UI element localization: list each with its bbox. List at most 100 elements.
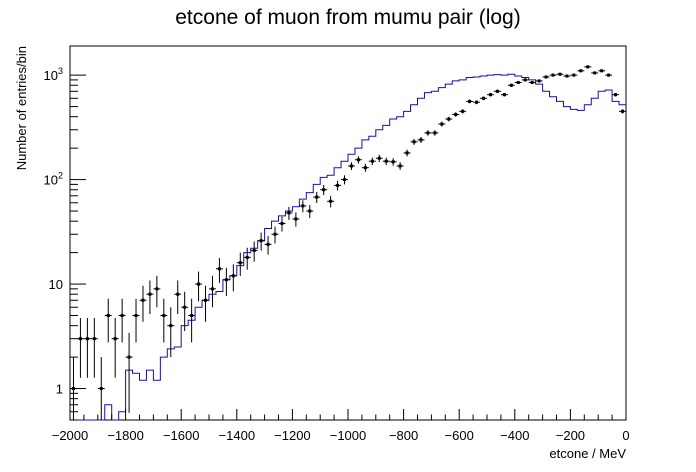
y-tick-label: 1	[56, 382, 63, 397]
data-marker	[461, 109, 465, 113]
data-marker	[468, 99, 472, 103]
data-marker	[398, 164, 402, 168]
data-point	[125, 332, 133, 413]
data-marker	[572, 73, 576, 77]
data-point	[76, 318, 84, 378]
data-marker	[141, 298, 145, 302]
data-point	[153, 275, 161, 308]
y-tick-label: 10	[49, 277, 63, 292]
data-marker	[294, 217, 298, 221]
data-point	[118, 298, 126, 343]
data-marker	[544, 75, 548, 79]
data-point	[403, 149, 411, 157]
data-marker	[92, 337, 96, 341]
x-tick-label: −800	[389, 428, 418, 443]
x-tick-label: −600	[445, 428, 474, 443]
data-point	[528, 80, 536, 85]
data-marker	[488, 93, 492, 97]
data-marker	[224, 278, 228, 282]
data-marker	[148, 292, 152, 296]
data-marker	[502, 93, 506, 97]
data-point	[431, 130, 439, 136]
x-tick-label: −400	[500, 428, 529, 443]
chart-title: etcone of muon from mumu pair (log)	[175, 6, 520, 29]
data-point	[313, 191, 321, 203]
data-point	[104, 298, 112, 343]
data-marker	[377, 156, 381, 160]
data-point	[202, 285, 209, 322]
data-marker	[384, 159, 388, 163]
data-point	[292, 212, 300, 227]
data-point	[236, 252, 244, 276]
data-point	[229, 264, 237, 292]
data-point	[584, 65, 592, 69]
data-marker	[238, 261, 242, 265]
data-marker	[509, 83, 513, 87]
data-point	[361, 163, 369, 172]
data-marker	[516, 80, 520, 84]
data-marker	[614, 93, 618, 97]
data-point	[459, 109, 467, 114]
data-marker	[495, 89, 499, 93]
y-axis-title: Number of entries/bin	[14, 46, 29, 170]
data-point	[500, 92, 508, 97]
data-point	[591, 71, 599, 75]
y-tick-label: 102	[44, 171, 63, 188]
data-point	[250, 241, 258, 262]
data-point	[215, 258, 223, 283]
data-point	[445, 116, 453, 122]
data-point	[598, 69, 606, 73]
data-point	[382, 157, 390, 166]
data-point	[410, 138, 418, 145]
data-marker	[363, 166, 367, 170]
data-point	[556, 72, 564, 76]
data-point	[243, 247, 251, 270]
data-marker	[127, 355, 131, 359]
data-point	[257, 232, 265, 251]
data-marker	[280, 222, 284, 226]
data-marker	[607, 73, 611, 77]
x-tick-label: −2000	[52, 428, 89, 443]
data-point	[424, 130, 432, 136]
data-point	[146, 280, 154, 314]
data-point	[507, 83, 515, 87]
y-tick-label: 103	[44, 66, 63, 83]
data-marker	[440, 122, 444, 126]
data-point	[174, 280, 182, 314]
data-marker	[85, 337, 89, 341]
data-point	[368, 157, 376, 166]
data-marker	[315, 195, 319, 199]
data-marker	[482, 96, 486, 100]
data-points	[70, 65, 626, 420]
data-point	[493, 89, 501, 94]
x-axis: −2000 −1800 −1600 −1400 −1200 −1000 −800 −600 −4…	[52, 409, 630, 443]
data-marker	[287, 211, 291, 215]
data-point	[375, 154, 383, 163]
x-tick-label: −1400	[219, 428, 256, 443]
data-point	[480, 96, 487, 101]
data-point	[514, 80, 522, 85]
data-point	[341, 175, 348, 185]
data-point	[111, 318, 119, 378]
data-point	[299, 200, 307, 213]
data-marker	[113, 337, 117, 341]
data-marker	[412, 140, 416, 144]
data-marker	[447, 117, 451, 121]
data-marker	[419, 138, 423, 142]
data-marker	[336, 183, 340, 187]
data-point	[396, 162, 404, 171]
data-marker	[252, 248, 256, 252]
data-marker	[329, 199, 333, 203]
data-marker	[190, 314, 194, 318]
data-marker	[391, 160, 395, 164]
data-point	[535, 79, 543, 83]
data-point	[334, 180, 342, 191]
data-point	[570, 73, 578, 77]
x-tick-label: −1600	[163, 428, 200, 443]
data-marker	[370, 159, 374, 163]
data-marker	[183, 305, 187, 309]
data-marker	[405, 151, 409, 155]
data-marker	[537, 79, 541, 83]
data-point	[209, 275, 216, 308]
data-marker	[301, 204, 305, 208]
